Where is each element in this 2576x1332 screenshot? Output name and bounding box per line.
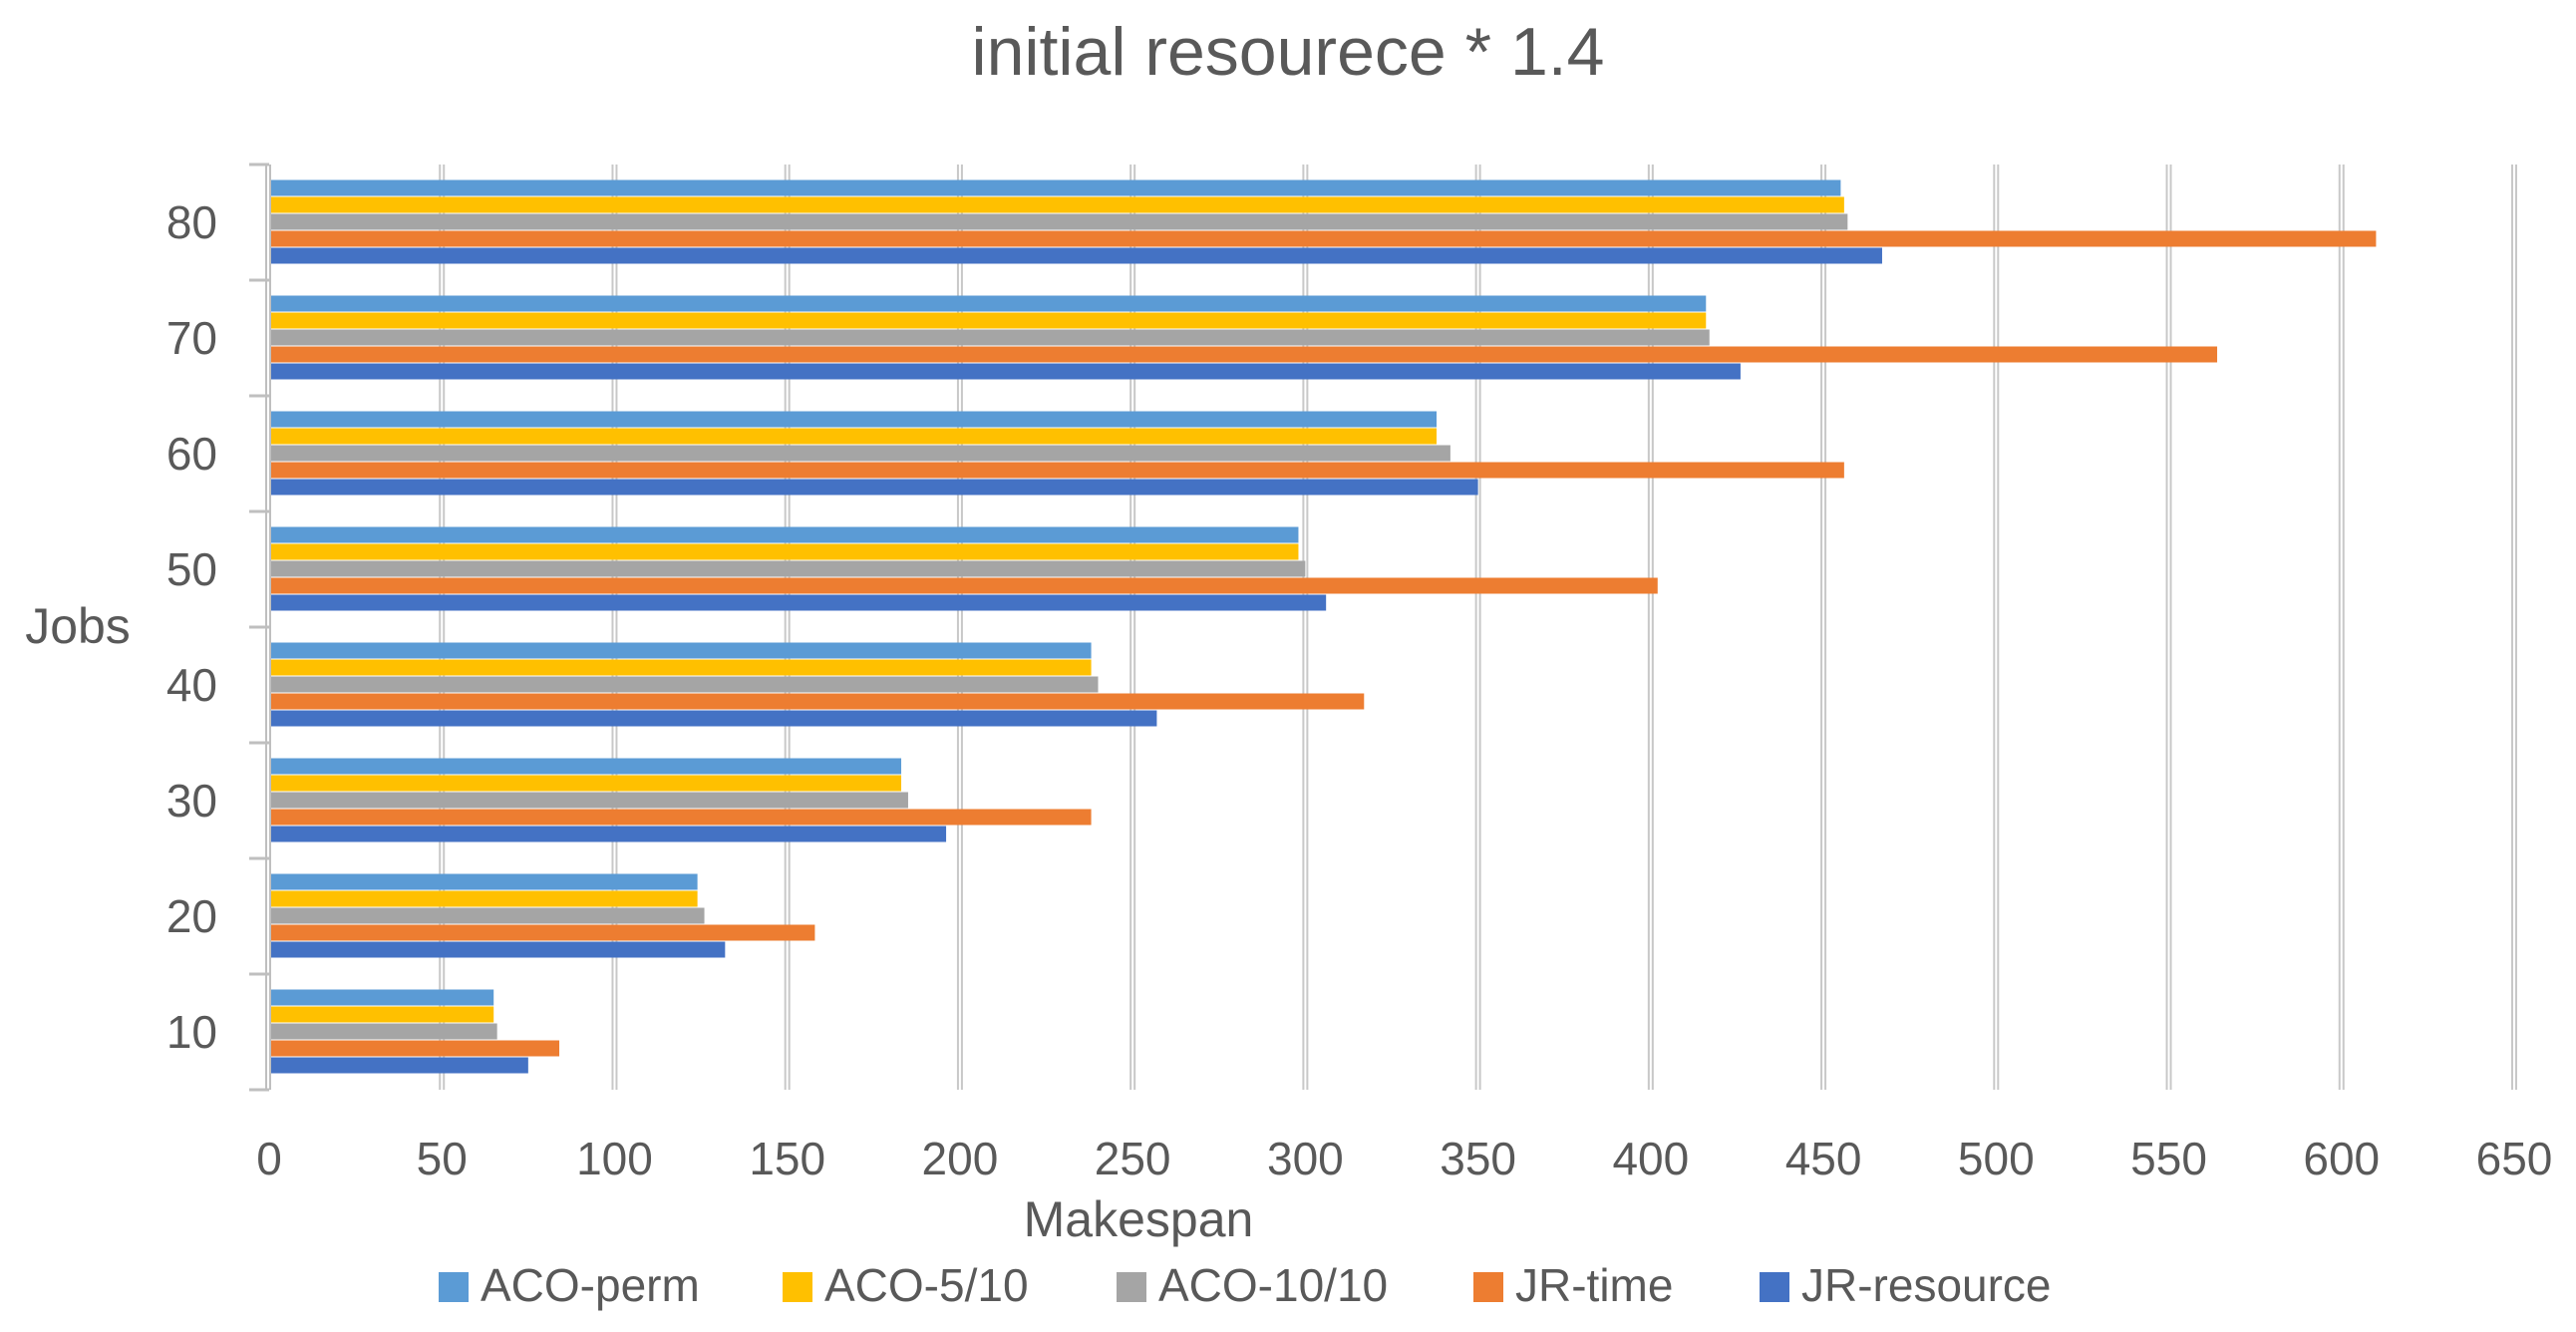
legend-label: ACO-perm bbox=[481, 1259, 700, 1311]
bar bbox=[271, 594, 1327, 611]
x-tick-label: 150 bbox=[749, 1133, 825, 1184]
legend-swatch bbox=[1760, 1272, 1789, 1302]
bar bbox=[271, 479, 1478, 496]
bar bbox=[271, 758, 902, 775]
x-tick-label: 300 bbox=[1267, 1133, 1344, 1184]
legend-swatch bbox=[783, 1272, 812, 1302]
bar bbox=[271, 941, 726, 958]
bar bbox=[271, 1057, 528, 1074]
legend-label: ACO-5/10 bbox=[824, 1259, 1029, 1311]
bar bbox=[271, 346, 2218, 363]
bar bbox=[271, 462, 1844, 479]
x-tick-label: 250 bbox=[1095, 1133, 1171, 1184]
y-tick-label: 30 bbox=[166, 775, 217, 827]
legend-label: ACO-10/10 bbox=[1158, 1259, 1388, 1311]
bar bbox=[271, 196, 1844, 213]
x-tick-labels: 0 50 100 150 200 250 300 350 400 450 500 550 600 650 bbox=[256, 1133, 2552, 1184]
x-tick-label: 0 bbox=[256, 1133, 282, 1184]
y-axis-label: Jobs bbox=[25, 598, 131, 654]
legend-item: ACO-10/10 bbox=[1117, 1259, 1388, 1311]
bar bbox=[271, 312, 1707, 329]
bar bbox=[271, 428, 1438, 445]
y-tick-label: 70 bbox=[166, 312, 217, 364]
x-tick-label: 400 bbox=[1612, 1133, 1689, 1184]
bar bbox=[271, 543, 1299, 560]
bar bbox=[271, 642, 1092, 659]
bar bbox=[271, 411, 1438, 428]
bar bbox=[271, 873, 698, 890]
bar bbox=[271, 775, 902, 792]
x-tick-label: 550 bbox=[2130, 1133, 2207, 1184]
bar bbox=[271, 826, 947, 842]
bar bbox=[271, 792, 908, 809]
bar bbox=[271, 676, 1099, 693]
legend-item: ACO-perm bbox=[439, 1259, 700, 1311]
legend-item: JR-time bbox=[1473, 1259, 1673, 1311]
x-axis-label: Makespan bbox=[1024, 1191, 1254, 1247]
legend-label: JR-time bbox=[1515, 1259, 1673, 1311]
x-tick-label: 350 bbox=[1440, 1133, 1516, 1184]
y-tick-label: 20 bbox=[166, 890, 217, 942]
bar bbox=[271, 1023, 497, 1040]
bar bbox=[271, 247, 1882, 264]
y-tick-label: 10 bbox=[166, 1006, 217, 1058]
legend-item: JR-resource bbox=[1760, 1259, 2052, 1311]
x-tick-label: 600 bbox=[2303, 1133, 2380, 1184]
x-tick-label: 650 bbox=[2476, 1133, 2553, 1184]
bar bbox=[271, 890, 698, 907]
y-tick-label: 50 bbox=[166, 543, 217, 595]
bar bbox=[271, 329, 1710, 346]
bar bbox=[271, 526, 1299, 543]
x-tick-label: 100 bbox=[576, 1133, 653, 1184]
bars bbox=[271, 179, 2377, 1074]
bar bbox=[271, 577, 1658, 594]
chart-title: initial resourece * 1.4 bbox=[971, 14, 1604, 90]
y-axis bbox=[249, 163, 271, 1092]
legend-label: JR-resource bbox=[1801, 1259, 2052, 1311]
x-tick-label: 450 bbox=[1785, 1133, 1862, 1184]
bar bbox=[271, 1040, 560, 1057]
bar bbox=[271, 907, 705, 924]
bar bbox=[271, 809, 1092, 826]
legend: ACO-perm ACO-5/10 ACO-10/10 JR-time JR-resou… bbox=[439, 1259, 2052, 1311]
legend-swatch bbox=[439, 1272, 469, 1302]
x-tick-label: 50 bbox=[417, 1133, 468, 1184]
x-tick-label: 500 bbox=[1958, 1133, 2035, 1184]
legend-item: ACO-5/10 bbox=[783, 1259, 1029, 1311]
x-tick-label: 200 bbox=[922, 1133, 999, 1184]
y-tick-label: 60 bbox=[166, 428, 217, 480]
bar bbox=[271, 179, 1841, 196]
y-tick-label: 40 bbox=[166, 659, 217, 711]
bar bbox=[271, 1006, 494, 1023]
legend-swatch bbox=[1117, 1272, 1146, 1302]
bar bbox=[271, 989, 494, 1006]
bar bbox=[271, 363, 1741, 380]
y-tick-labels: 10 20 30 40 50 60 70 80 bbox=[166, 196, 217, 1058]
bar bbox=[271, 659, 1092, 676]
bar bbox=[271, 924, 815, 941]
bar bbox=[271, 295, 1707, 312]
legend-swatch bbox=[1473, 1272, 1503, 1302]
bar bbox=[271, 230, 2377, 247]
bar bbox=[271, 213, 1848, 230]
y-tick-label: 80 bbox=[166, 196, 217, 248]
bar bbox=[271, 693, 1365, 710]
bar bbox=[271, 710, 1157, 727]
bar bbox=[271, 445, 1450, 462]
bar bbox=[271, 560, 1306, 577]
